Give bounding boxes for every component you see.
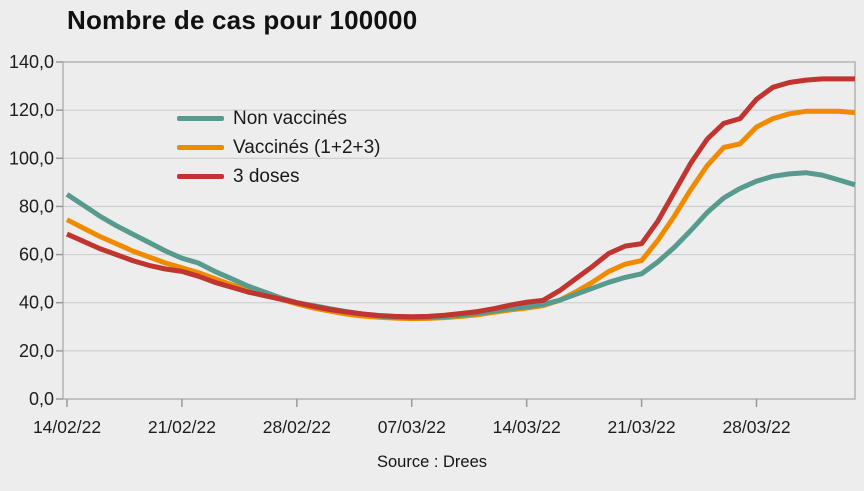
series-line-0 [65,170,856,321]
legend-swatch-teal-icon [177,116,224,121]
y-tick-label: 120,0 [9,100,54,120]
plot-frame [62,61,856,400]
legend-swatch-orange-icon [177,145,224,150]
legend-label: 3 doses [233,165,300,187]
x-tick-label: 28/02/22 [263,417,331,437]
source-caption: Source : Drees [376,453,488,471]
chart-title: Nombre de cas pour 100000 [67,5,418,35]
chart-legend: Non vaccinés Vaccinés (1+2+3) 3 doses [177,104,381,191]
legend-swatch-red-icon [177,174,224,179]
y-tick-label: 40,0 [19,293,54,313]
x-tick-label: 28/03/22 [722,417,790,437]
legend-item-non-vaccines: Non vaccinés [177,104,381,133]
legend-label: Non vaccinés [233,107,348,129]
y-tick-label: 20,0 [19,341,54,361]
y-tick-label: 0,0 [29,389,54,409]
x-tick-label: 14/03/22 [493,417,561,437]
x-tick-label: 07/03/22 [378,417,446,437]
series-line-2 [65,76,855,320]
x-tick-label: 21/02/22 [148,417,216,437]
legend-label: Vaccinés (1+2+3) [233,136,381,158]
legend-item-3-doses: 3 doses [177,162,381,191]
y-tick-label: 140,0 [9,52,54,72]
legend-item-vaccines: Vaccinés (1+2+3) [177,133,381,162]
x-tick-label: 21/03/22 [608,417,676,437]
y-tick-label: 80,0 [19,196,54,216]
x-tick-label: 14/02/22 [33,417,101,437]
y-tick-label: 60,0 [19,245,54,265]
y-tick-label: 100,0 [9,148,54,168]
